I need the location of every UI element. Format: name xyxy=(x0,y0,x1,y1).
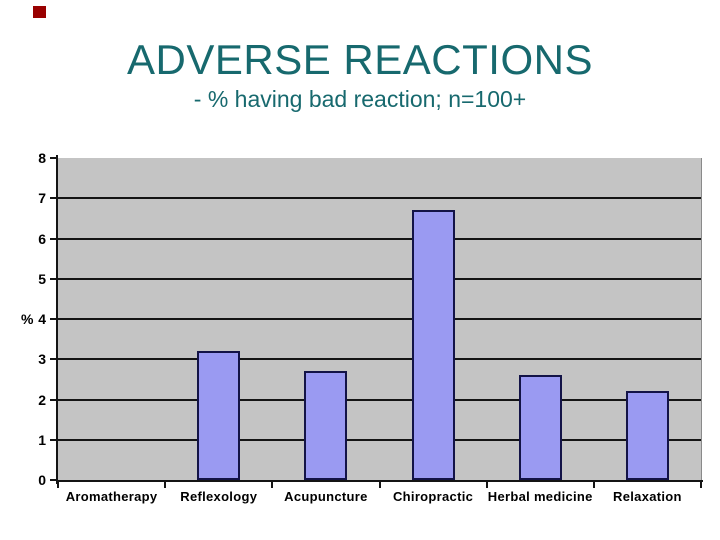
y-tick xyxy=(50,157,57,159)
gridline xyxy=(58,197,701,200)
y-tick-label: 5 xyxy=(38,270,46,287)
category-label: Herbal medicine xyxy=(487,489,593,504)
x-axis-line xyxy=(56,480,703,482)
category-label: Relaxation xyxy=(613,489,682,504)
gridline xyxy=(58,318,701,320)
y-tick-label: 0 xyxy=(38,472,46,488)
y-tick-label: 7 xyxy=(38,190,46,207)
category-label: Aromatherapy xyxy=(65,489,158,504)
x-tick xyxy=(57,482,59,488)
x-tick xyxy=(485,482,488,488)
y-tick xyxy=(50,358,57,361)
y-tick xyxy=(50,277,57,280)
y-tick xyxy=(50,237,57,240)
category-label: Chiropractic xyxy=(392,489,474,504)
gridline xyxy=(58,277,701,280)
y-tick-label: 8 xyxy=(38,150,46,166)
y-tick-label: 4 xyxy=(38,311,46,327)
gridline xyxy=(58,237,701,240)
y-tick-label: 1 xyxy=(38,431,46,448)
x-tick xyxy=(378,482,381,488)
bar xyxy=(518,375,562,480)
slide-subtitle: - % having bad reaction; n=100+ xyxy=(193,86,527,112)
y-tick xyxy=(50,197,57,200)
category-label: Reflexology xyxy=(180,489,258,504)
x-tick xyxy=(164,482,167,488)
y-axis-line xyxy=(56,155,58,484)
x-tick xyxy=(592,482,595,488)
y-tick xyxy=(50,479,57,481)
bar xyxy=(411,210,455,480)
y-tick xyxy=(50,438,57,441)
y-tick-label: 3 xyxy=(38,351,46,368)
y-tick xyxy=(50,318,57,320)
slide-corner-marker xyxy=(33,6,46,18)
bar xyxy=(625,391,669,480)
gridline xyxy=(58,398,701,401)
category-label: Acupuncture xyxy=(284,489,368,504)
slide-title: ADVERSE REACTIONS xyxy=(127,36,593,83)
gridline xyxy=(58,358,701,361)
y-tick-label: 2 xyxy=(38,391,46,408)
y-tick-label: 6 xyxy=(38,230,46,247)
y-tick xyxy=(50,398,57,401)
x-tick xyxy=(271,482,274,488)
gridline xyxy=(58,438,701,441)
x-tick xyxy=(700,482,702,488)
bar xyxy=(197,351,241,480)
y-axis-title: % xyxy=(21,311,34,327)
bar xyxy=(304,371,348,480)
